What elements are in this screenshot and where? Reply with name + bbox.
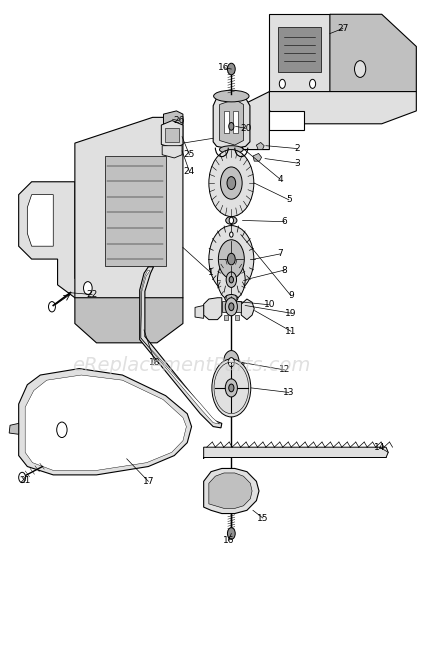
Text: 9: 9: [287, 291, 293, 300]
Polygon shape: [75, 117, 183, 324]
Polygon shape: [19, 182, 96, 298]
Polygon shape: [237, 361, 244, 369]
Polygon shape: [164, 128, 179, 142]
Circle shape: [229, 232, 233, 237]
Text: 12: 12: [278, 366, 289, 375]
Text: 19: 19: [285, 309, 296, 318]
Circle shape: [227, 177, 235, 190]
Polygon shape: [269, 111, 303, 130]
Circle shape: [208, 226, 253, 292]
Polygon shape: [269, 14, 329, 92]
Text: 24: 24: [183, 167, 194, 176]
Circle shape: [309, 80, 315, 89]
Text: 10: 10: [263, 300, 274, 309]
Polygon shape: [269, 92, 415, 124]
Text: 25: 25: [183, 150, 194, 159]
Circle shape: [228, 384, 233, 392]
Polygon shape: [203, 447, 387, 459]
Text: 27: 27: [336, 24, 348, 33]
Polygon shape: [75, 298, 183, 343]
Circle shape: [227, 528, 235, 540]
Polygon shape: [223, 111, 229, 133]
Circle shape: [218, 240, 244, 278]
Text: 2: 2: [294, 144, 299, 153]
Polygon shape: [213, 95, 250, 148]
Polygon shape: [19, 369, 191, 475]
Ellipse shape: [225, 217, 237, 225]
Text: 18: 18: [149, 358, 160, 367]
Circle shape: [211, 359, 250, 417]
Text: 26: 26: [172, 116, 184, 125]
Text: 7: 7: [276, 250, 283, 258]
Circle shape: [220, 167, 242, 199]
Polygon shape: [162, 146, 182, 158]
Text: 4: 4: [277, 175, 283, 184]
Polygon shape: [105, 156, 165, 265]
Text: 16: 16: [218, 63, 229, 72]
Polygon shape: [252, 153, 261, 161]
Polygon shape: [234, 92, 269, 149]
Polygon shape: [161, 120, 183, 148]
Text: 14: 14: [373, 443, 385, 452]
Text: 5: 5: [285, 195, 291, 204]
Polygon shape: [140, 270, 219, 424]
Circle shape: [225, 379, 237, 397]
Polygon shape: [163, 111, 183, 126]
Polygon shape: [256, 142, 263, 149]
Text: 8: 8: [281, 265, 287, 274]
Circle shape: [226, 272, 236, 287]
Ellipse shape: [213, 91, 249, 102]
Text: 11: 11: [285, 327, 296, 336]
Polygon shape: [221, 301, 241, 312]
Circle shape: [223, 351, 239, 374]
Circle shape: [227, 253, 235, 265]
Text: 22: 22: [86, 290, 98, 299]
Polygon shape: [241, 299, 253, 320]
Ellipse shape: [226, 232, 236, 238]
Polygon shape: [194, 305, 203, 318]
Circle shape: [208, 149, 253, 217]
Polygon shape: [25, 375, 186, 470]
Polygon shape: [9, 423, 19, 434]
Circle shape: [225, 298, 237, 316]
Polygon shape: [139, 267, 221, 428]
Text: 13: 13: [283, 388, 294, 397]
Polygon shape: [277, 27, 320, 72]
Text: 17: 17: [142, 477, 154, 486]
Polygon shape: [232, 111, 238, 133]
Circle shape: [228, 358, 234, 367]
Circle shape: [228, 303, 233, 311]
Circle shape: [56, 422, 67, 437]
Circle shape: [227, 63, 235, 75]
Polygon shape: [27, 195, 53, 247]
Circle shape: [83, 281, 92, 294]
Text: 1: 1: [207, 269, 214, 278]
Circle shape: [279, 80, 285, 89]
Ellipse shape: [219, 146, 243, 153]
Polygon shape: [224, 315, 228, 320]
Circle shape: [48, 302, 55, 312]
Circle shape: [354, 61, 365, 78]
Text: 3: 3: [294, 159, 299, 168]
Circle shape: [19, 472, 26, 483]
Circle shape: [229, 276, 233, 283]
Text: 16: 16: [222, 536, 233, 545]
Polygon shape: [219, 99, 243, 145]
Polygon shape: [208, 473, 251, 509]
Text: 6: 6: [281, 217, 287, 226]
Text: 15: 15: [256, 514, 268, 523]
Polygon shape: [329, 14, 415, 111]
Text: eReplacementParts.com: eReplacementParts.com: [72, 356, 310, 375]
Text: 20: 20: [240, 124, 251, 133]
Circle shape: [229, 217, 233, 224]
Polygon shape: [234, 315, 239, 320]
Ellipse shape: [224, 294, 237, 302]
Circle shape: [217, 259, 245, 300]
Ellipse shape: [227, 302, 235, 307]
Polygon shape: [203, 298, 221, 320]
Polygon shape: [203, 468, 258, 514]
Text: 21: 21: [20, 476, 31, 485]
Circle shape: [228, 122, 233, 130]
Polygon shape: [237, 302, 244, 309]
